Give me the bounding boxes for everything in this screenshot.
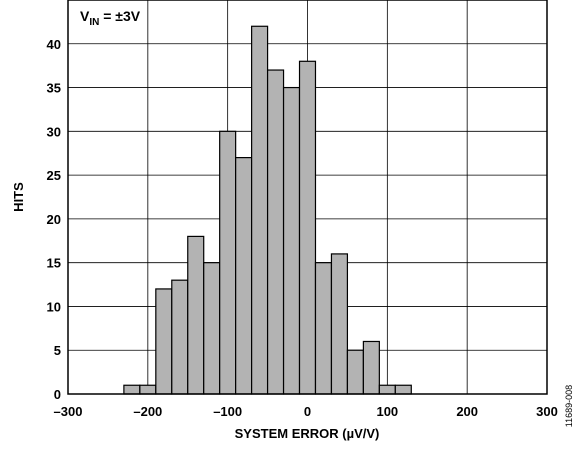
figure-id: 11689-008: [564, 385, 574, 427]
y-tick-label: 10: [47, 299, 61, 314]
x-tick-label: 200: [456, 404, 478, 419]
histogram-bar: [219, 130, 237, 395]
plot-area-frame: [67, 0, 548, 395]
histogram-bar: [155, 288, 173, 395]
histogram-bar: [314, 262, 333, 395]
histogram-bar: [394, 384, 412, 395]
y-tick-label: 25: [47, 168, 61, 183]
y-tick-label: 40: [47, 37, 61, 52]
y-tick-label: 15: [47, 256, 61, 271]
x-tick-label: 300: [536, 404, 558, 419]
y-tick-label: 30: [47, 124, 61, 139]
y-tick-labels: 0 5 10 15 20 25 30 35 40: [47, 37, 61, 402]
x-tick-label: 0: [304, 404, 311, 419]
histogram-bar: [282, 86, 301, 395]
histogram-bar: [171, 279, 189, 395]
y-tick-label: 0: [54, 387, 61, 402]
x-tick-label: 100: [376, 404, 398, 419]
y-tick-label: 35: [47, 81, 61, 96]
histogram-bar: [187, 235, 205, 395]
y-axis-title: HITS: [11, 182, 26, 212]
histogram-bar: [139, 384, 157, 395]
histogram-bar: [266, 69, 285, 395]
y-tick-label: 20: [47, 212, 61, 227]
histogram-bar: [203, 262, 221, 395]
x-tick-label: –300: [54, 404, 83, 419]
y-tick-label: 5: [54, 343, 61, 358]
vin-annotation: VIN = ±3V: [80, 8, 141, 28]
histogram-bar: [330, 253, 349, 395]
histogram-bar: [251, 25, 269, 395]
histogram-bar: [235, 157, 253, 395]
histogram-bar: [298, 60, 317, 395]
histogram-bars: [123, 25, 412, 395]
x-tick-labels: –300 –200 –100 0 100 200 300: [54, 404, 558, 419]
histogram-bar: [362, 340, 380, 395]
histogram-bar: [123, 384, 141, 395]
histogram-bar: [378, 384, 396, 395]
x-tick-label: –200: [133, 404, 162, 419]
histogram-bar: [346, 349, 364, 395]
x-tick-label: –100: [213, 404, 242, 419]
x-axis-title: SYSTEM ERROR (µV/V): [235, 426, 380, 441]
